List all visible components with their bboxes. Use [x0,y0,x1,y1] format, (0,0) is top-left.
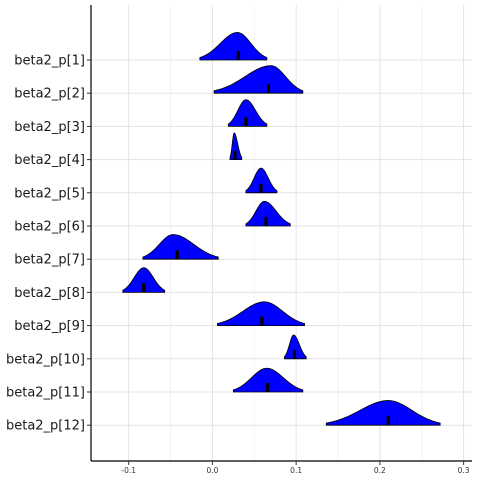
y-tick-label-10: beta2_p[10] [6,352,85,367]
density-ridge-12 [325,400,441,426]
median-marker-5 [259,183,263,193]
median-marker-6 [264,217,268,226]
density-ridge-6 [245,200,291,227]
density-ridge-3 [227,99,268,127]
y-tick-label-5: beta2_p[5] [14,186,85,201]
y-tick-label-6: beta2_p[6] [14,220,85,235]
x-tick-label: 0.1 [290,466,302,475]
density-ridge-5 [245,167,278,194]
median-marker-2 [266,84,271,94]
y-tick-label-8: beta2_p[8] [14,286,85,301]
density-ridge-9 [217,301,305,326]
density-ridge-4 [229,132,243,160]
density-ridge-10 [284,334,307,360]
x-tick-label: 0.3 [458,466,470,475]
median-marker-11 [266,383,270,392]
x-tick-label: -0.1 [121,466,136,475]
median-marker-12 [386,416,390,426]
y-tick-label-4: beta2_p[4] [14,153,85,168]
y-tick-label-2: beta2_p[2] [14,87,85,102]
y-tick-label-12: beta2_p[12] [6,419,85,434]
axes [87,5,472,465]
x-tick-label: 0.0 [206,466,218,475]
density-ridge-2 [213,65,304,94]
median-marker-9 [260,316,264,326]
density-ridge-8 [122,267,166,293]
y-tick-label-9: beta2_p[9] [14,319,85,334]
median-marker-3 [244,117,248,127]
y-tick-label-3: beta2_p[3] [14,120,85,135]
y-tick-label-11: beta2_p[11] [6,386,85,401]
median-marker-8 [142,283,146,293]
y-tick-label-1: beta2_p[1] [14,54,85,69]
median-marker-1 [236,51,240,60]
median-marker-7 [175,250,179,260]
x-tick-label: 0.2 [374,466,386,475]
density-ridge-7 [142,234,219,260]
y-tick-label-7: beta2_p[7] [14,253,85,268]
median-marker-10 [292,349,297,359]
density-ridges [122,32,441,426]
tick-labels: beta2_p[1] beta2_p[2] beta2_p[3] beta2_p[4]… [6,54,470,476]
density-ridge-1 [199,32,268,61]
median-marker-4 [233,150,237,160]
density-ridge-11 [232,367,304,393]
